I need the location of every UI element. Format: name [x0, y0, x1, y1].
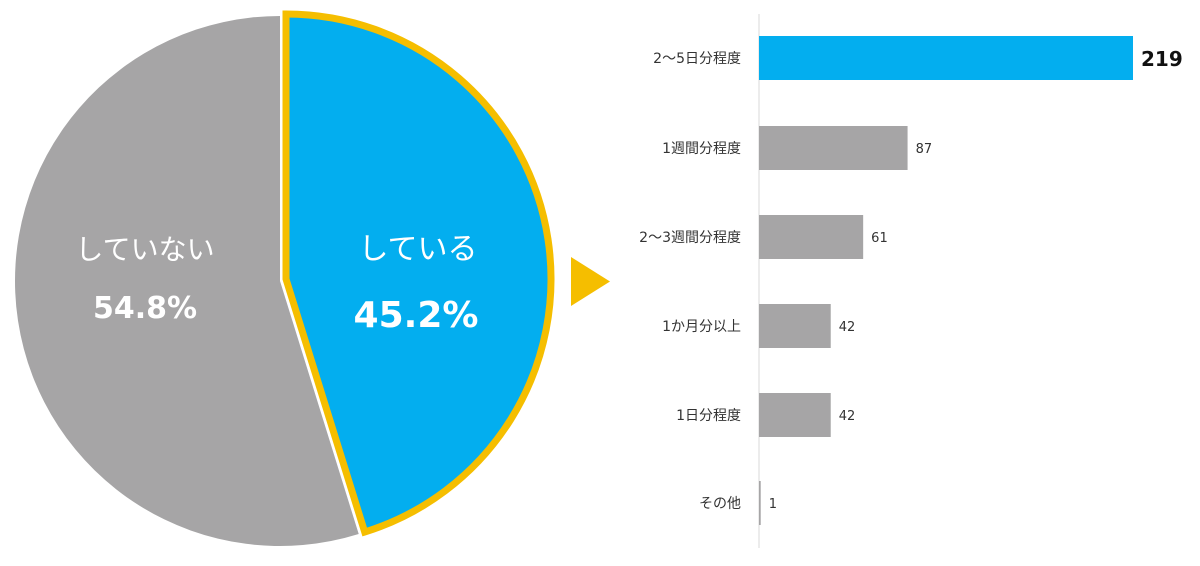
pie-label-not-doing: していない [75, 233, 214, 266]
bar-value-label: 87 [916, 142, 933, 157]
bar-category-label: 1週間分程度 [662, 141, 741, 157]
pie-label-doing: している [358, 232, 477, 267]
bar [759, 481, 761, 525]
bar-value-label: 42 [839, 320, 856, 335]
bar-value-label: 1 [769, 497, 777, 512]
bar-category-label: 2～5日分程度 [653, 51, 741, 67]
bar-category-label: その他 [699, 496, 741, 512]
pie-value-not-doing: 54.8% [93, 291, 197, 326]
pie-slice-doing [282, 10, 555, 537]
pie-chart: していない 54.8% している 45.2% [15, 10, 555, 546]
bar-value-label: 219 [1141, 47, 1183, 71]
bar-value-label: 61 [871, 231, 888, 246]
triangle-right-icon [571, 257, 610, 306]
bar-chart: 2～5日分程度 219 1週間分程度 87 2～3週間分程度 61 1か月分以上 42 1日分程… [639, 14, 1183, 548]
bar [759, 215, 864, 259]
bar-category-label: 1日分程度 [676, 408, 741, 424]
bar [759, 36, 1133, 80]
pie-value-doing: 45.2% [354, 295, 479, 336]
bar [759, 304, 831, 348]
bar-category-label: 2～3週間分程度 [639, 230, 741, 246]
bar-category-label: 1か月分以上 [662, 319, 741, 335]
bar-value-label: 42 [839, 409, 856, 424]
bar [759, 126, 908, 170]
bar [759, 393, 831, 437]
pie-slice-not-doing [15, 16, 359, 546]
